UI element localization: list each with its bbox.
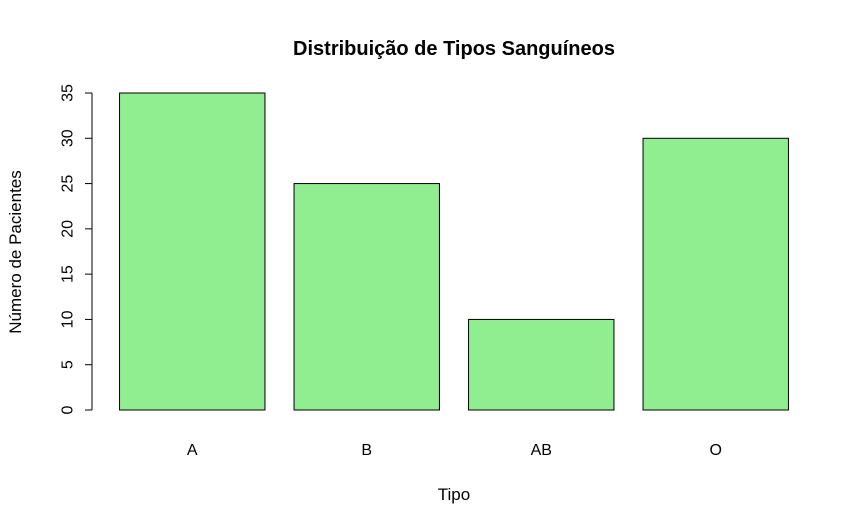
- chart-title: Distribuição de Tipos Sanguíneos: [293, 38, 615, 60]
- bar-b: [293, 183, 440, 411]
- x-axis-label: Tipo: [438, 485, 470, 504]
- bar-o: [642, 137, 789, 411]
- y-tick-label: 35: [60, 84, 77, 102]
- bar-ab: [468, 318, 615, 411]
- y-axis-label: Número de Pacientes: [6, 170, 25, 333]
- x-tick-label: A: [187, 442, 198, 459]
- x-tick-label: AB: [531, 442, 552, 459]
- y-tick-label: 25: [60, 175, 77, 193]
- y-tick-label: 30: [60, 129, 77, 147]
- y-tick-label: 15: [60, 265, 77, 283]
- bars: [119, 92, 789, 411]
- y-axis: 0 5 10 15 20 25 30 35: [60, 84, 93, 414]
- x-tick-label: O: [710, 442, 722, 459]
- bar-a: [119, 92, 266, 411]
- x-tick-labels: A B AB O: [187, 442, 722, 459]
- y-tick-label: 20: [60, 220, 77, 238]
- y-tick-label: 0: [60, 405, 77, 414]
- y-tick-label: 5: [60, 360, 77, 369]
- y-tick-label: 10: [60, 310, 77, 328]
- x-tick-label: B: [361, 442, 372, 459]
